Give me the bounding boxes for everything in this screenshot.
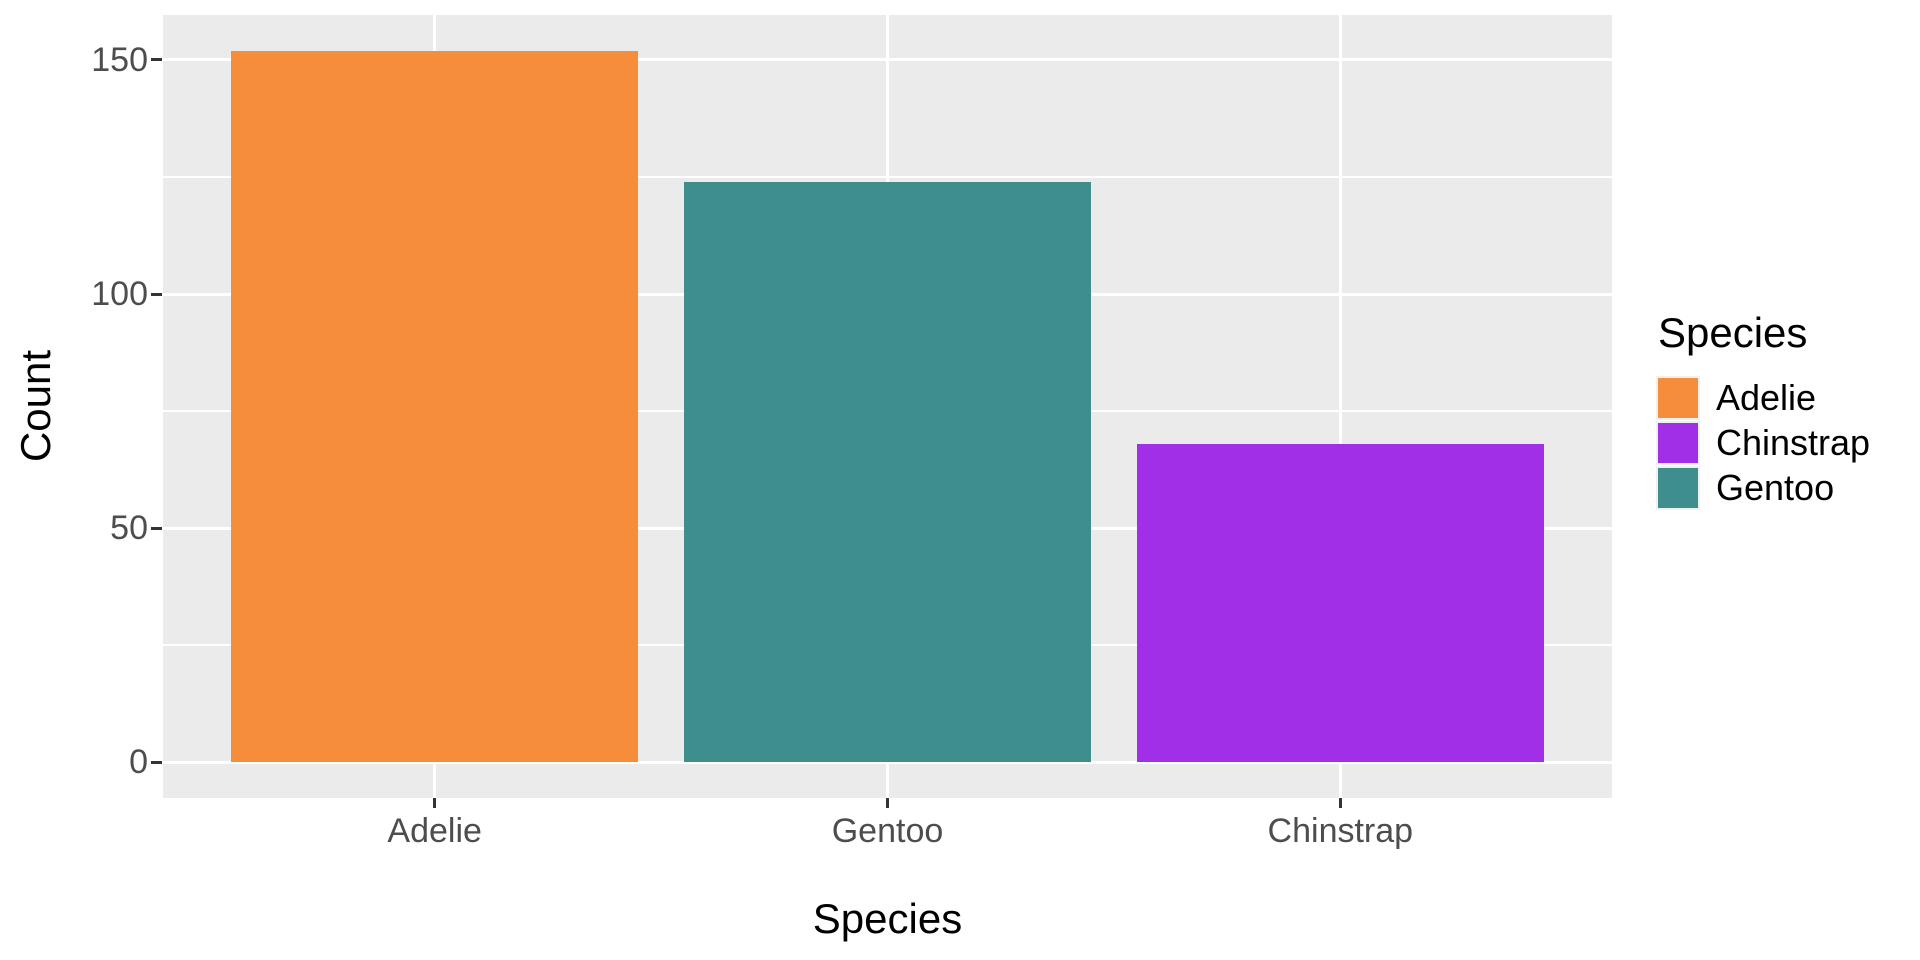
y-tick-mark-50: [151, 526, 162, 530]
bar-gentoo: [683, 181, 1092, 763]
legend-key-gentoo: [1656, 466, 1700, 510]
x-tick-label-chinstrap: Chinstrap: [1267, 812, 1414, 850]
legend-swatch-adelie: [1658, 378, 1698, 418]
y-tick-label-150: 150: [91, 40, 148, 79]
x-tick-label-gentoo: Gentoo: [831, 812, 944, 850]
y-tick-mark-100: [151, 292, 162, 296]
legend-item-gentoo: Gentoo: [1656, 466, 1870, 510]
bar-adelie: [230, 50, 639, 763]
legend-label-adelie: Adelie: [1716, 377, 1817, 418]
y-axis-title: Count: [12, 349, 59, 463]
legend-item-adelie: Adelie: [1656, 376, 1870, 420]
y-tick-mark-0: [151, 760, 162, 764]
gridline-major-x-chinstrap: [1338, 15, 1342, 798]
legend: Species Adelie Chinstrap Gentoo: [1656, 312, 1870, 511]
bar-chinstrap: [1136, 443, 1545, 763]
y-tick-mark-150: [151, 58, 162, 62]
y-tick-label-100: 100: [91, 275, 148, 314]
legend-key-adelie: [1656, 376, 1700, 420]
x-axis-title: Species: [812, 895, 963, 942]
x-tick-label-adelie: Adelie: [387, 812, 482, 850]
legend-swatch-chinstrap: [1658, 423, 1698, 463]
legend-label-gentoo: Gentoo: [1716, 467, 1835, 508]
x-tick-mark-gentoo: [886, 798, 889, 808]
legend-title: Species: [1658, 309, 1808, 356]
legend-key-chinstrap: [1656, 421, 1700, 465]
y-tick-label-0: 0: [129, 743, 148, 782]
legend-item-chinstrap: Chinstrap: [1656, 421, 1870, 465]
x-tick-mark-chinstrap: [1338, 798, 1342, 808]
legend-label-chinstrap: Chinstrap: [1716, 422, 1871, 463]
legend-items: Adelie Chinstrap Gentoo: [1656, 376, 1870, 510]
legend-swatch-gentoo: [1658, 468, 1698, 508]
y-tick-label-50: 50: [110, 509, 148, 548]
x-tick-mark-adelie: [433, 798, 437, 808]
plot-panel: [163, 15, 1612, 798]
